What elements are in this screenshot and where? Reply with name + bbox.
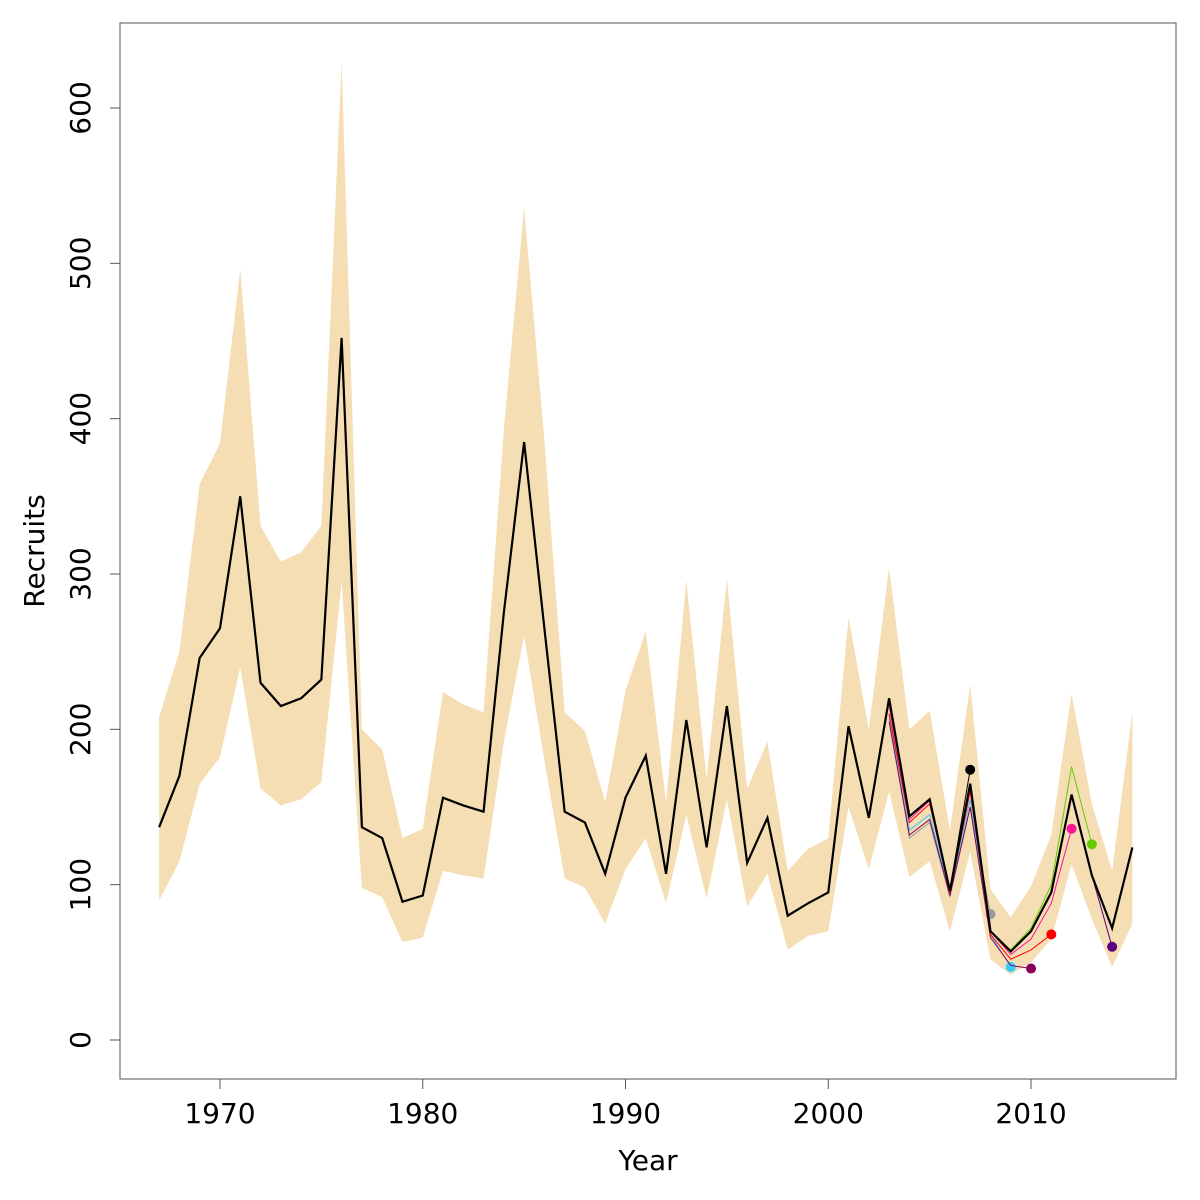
y-tick-label: 600 — [64, 81, 97, 134]
x-tick-label: 2010 — [995, 1097, 1066, 1130]
y-tick-label: 200 — [64, 703, 97, 756]
y-tick-label: 400 — [64, 392, 97, 445]
confidence-band — [159, 61, 1133, 975]
x-tick-label: 1980 — [387, 1097, 458, 1130]
endpoint-marker — [1046, 929, 1057, 940]
endpoint-marker — [1005, 962, 1016, 972]
plot-frame — [119, 22, 1177, 1080]
main-line — [158, 337, 1134, 954]
x-tick-label: 1990 — [590, 1097, 661, 1130]
y-tick-label: 0 — [64, 1031, 97, 1049]
endpoint-marker — [1066, 823, 1077, 834]
x-axis-label: Year — [617, 1144, 678, 1177]
y-axis-label: Recruits — [18, 494, 51, 607]
x-tick-label: 2000 — [793, 1097, 864, 1130]
retrospective-line — [888, 721, 1032, 970]
y-tick-label: 300 — [64, 547, 97, 600]
y-tick-label: 500 — [64, 237, 97, 290]
endpoint-marker — [1086, 839, 1097, 850]
endpoint-marker — [965, 764, 976, 775]
endpoint-marker — [1107, 941, 1118, 952]
endpoint-marker — [1026, 963, 1037, 974]
y-tick-label: 100 — [64, 858, 97, 911]
x-tick-label: 1970 — [184, 1097, 255, 1130]
